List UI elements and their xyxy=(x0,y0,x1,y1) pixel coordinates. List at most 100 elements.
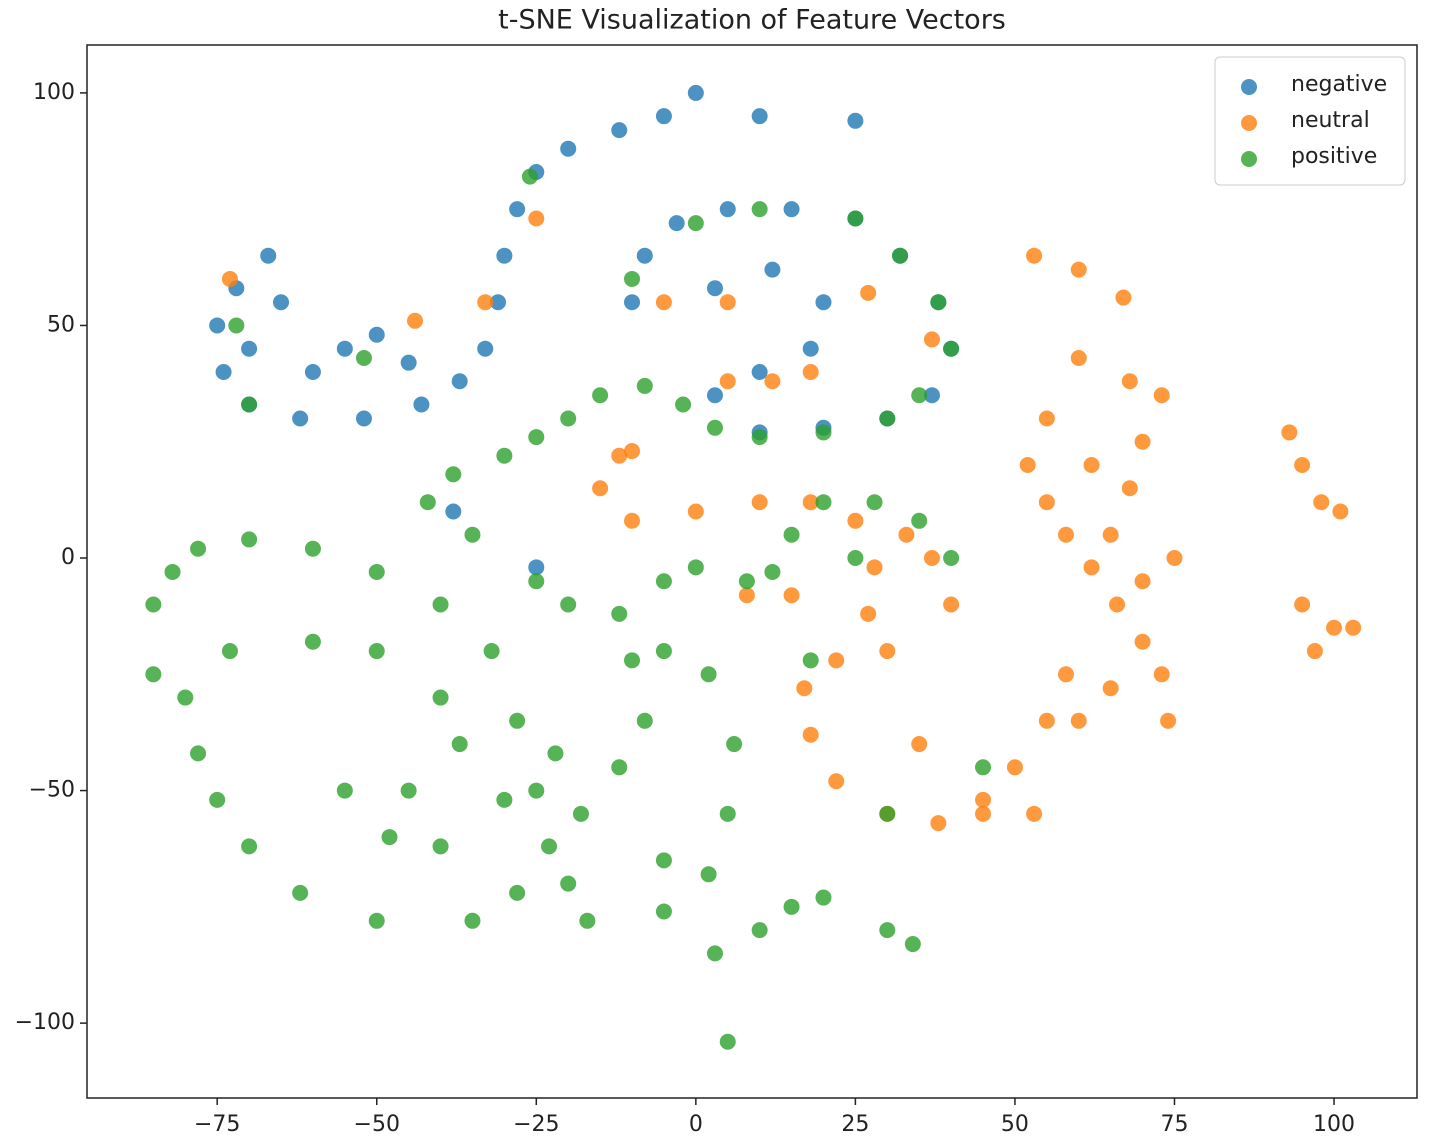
point xyxy=(241,531,258,548)
point xyxy=(930,294,947,311)
point xyxy=(815,294,832,311)
legend-label: positive xyxy=(1291,144,1377,169)
point xyxy=(1332,503,1349,520)
point xyxy=(815,424,832,441)
point xyxy=(1070,350,1087,367)
point xyxy=(572,805,589,822)
point xyxy=(432,689,449,706)
point xyxy=(1115,289,1132,306)
point xyxy=(579,912,596,929)
point xyxy=(611,759,628,776)
point xyxy=(292,884,309,901)
point xyxy=(975,759,992,776)
point xyxy=(751,108,768,125)
point xyxy=(1121,480,1138,497)
point xyxy=(260,247,277,264)
point xyxy=(879,410,896,427)
point xyxy=(445,503,462,520)
point xyxy=(541,838,558,855)
point xyxy=(509,201,526,218)
point xyxy=(783,587,800,604)
point xyxy=(706,280,723,297)
point xyxy=(368,912,385,929)
point xyxy=(636,712,653,729)
point xyxy=(509,884,526,901)
point xyxy=(796,680,813,697)
point xyxy=(464,526,481,543)
point xyxy=(706,419,723,436)
y-tick-label: −50 xyxy=(29,778,75,803)
point xyxy=(560,875,577,892)
point xyxy=(1294,596,1311,613)
point xyxy=(1121,373,1138,390)
point xyxy=(764,261,781,278)
point xyxy=(304,363,321,380)
point xyxy=(847,550,864,567)
point xyxy=(879,805,896,822)
point xyxy=(655,903,672,920)
point xyxy=(668,215,685,232)
point xyxy=(1109,596,1126,613)
point xyxy=(802,726,819,743)
chart-title: t-SNE Visualization of Feature Vectors xyxy=(498,5,1006,36)
legend-marker xyxy=(1241,151,1257,167)
x-tick-label: −25 xyxy=(513,1112,559,1137)
point xyxy=(304,540,321,557)
point xyxy=(719,201,736,218)
point xyxy=(860,605,877,622)
legend-label: negative xyxy=(1291,72,1387,97)
legend-box xyxy=(1214,56,1406,186)
point xyxy=(751,494,768,511)
x-tick-label: 75 xyxy=(1160,1112,1188,1137)
point xyxy=(815,494,832,511)
point xyxy=(719,805,736,822)
point xyxy=(624,652,641,669)
point xyxy=(847,512,864,529)
point xyxy=(355,350,372,367)
point xyxy=(923,331,940,348)
point xyxy=(368,643,385,660)
point xyxy=(164,563,181,580)
point xyxy=(706,945,723,962)
point xyxy=(273,294,290,311)
point xyxy=(1160,712,1177,729)
point xyxy=(624,443,641,460)
point xyxy=(898,526,915,543)
point xyxy=(802,363,819,380)
point xyxy=(726,736,743,753)
point xyxy=(802,652,819,669)
point xyxy=(521,168,538,185)
point xyxy=(943,596,960,613)
point xyxy=(943,550,960,567)
point xyxy=(560,596,577,613)
legend-marker xyxy=(1241,115,1257,131)
point xyxy=(866,559,883,576)
point xyxy=(464,912,481,929)
point xyxy=(496,447,513,464)
point xyxy=(655,108,672,125)
point xyxy=(687,503,704,520)
point xyxy=(407,312,424,329)
point xyxy=(700,866,717,883)
point xyxy=(1134,633,1151,650)
point xyxy=(751,201,768,218)
point xyxy=(923,387,940,404)
point xyxy=(209,791,226,808)
point xyxy=(209,317,226,334)
point xyxy=(451,373,468,390)
point xyxy=(828,652,845,669)
point xyxy=(241,396,258,413)
point xyxy=(975,791,992,808)
point xyxy=(413,396,430,413)
point xyxy=(1070,261,1087,278)
point xyxy=(624,270,641,287)
legend-label: neutral xyxy=(1291,108,1370,133)
point xyxy=(655,294,672,311)
point xyxy=(847,210,864,227)
point xyxy=(1166,550,1183,567)
point xyxy=(1026,805,1043,822)
point xyxy=(355,410,372,427)
point xyxy=(1057,526,1074,543)
point xyxy=(190,745,207,762)
